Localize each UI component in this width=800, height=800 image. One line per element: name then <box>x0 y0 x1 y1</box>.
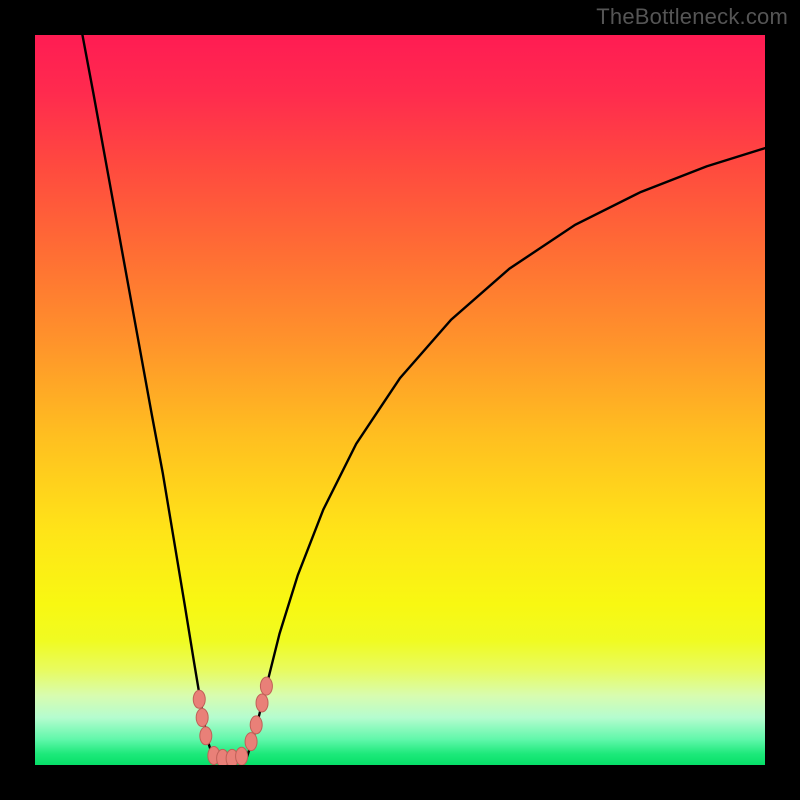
data-marker <box>200 727 212 745</box>
curve-right-branch <box>247 148 765 758</box>
data-marker <box>245 733 257 751</box>
data-marker <box>250 716 262 734</box>
data-marker <box>196 709 208 727</box>
plot-area <box>35 35 765 765</box>
chart-stage: TheBottleneck.com <box>0 0 800 800</box>
watermark-text: TheBottleneck.com <box>596 4 788 30</box>
data-marker <box>236 747 248 765</box>
data-marker <box>256 694 268 712</box>
curve-overlay <box>35 35 765 765</box>
curve-left-branch <box>82 35 213 758</box>
data-marker <box>193 690 205 708</box>
data-marker <box>260 677 272 695</box>
